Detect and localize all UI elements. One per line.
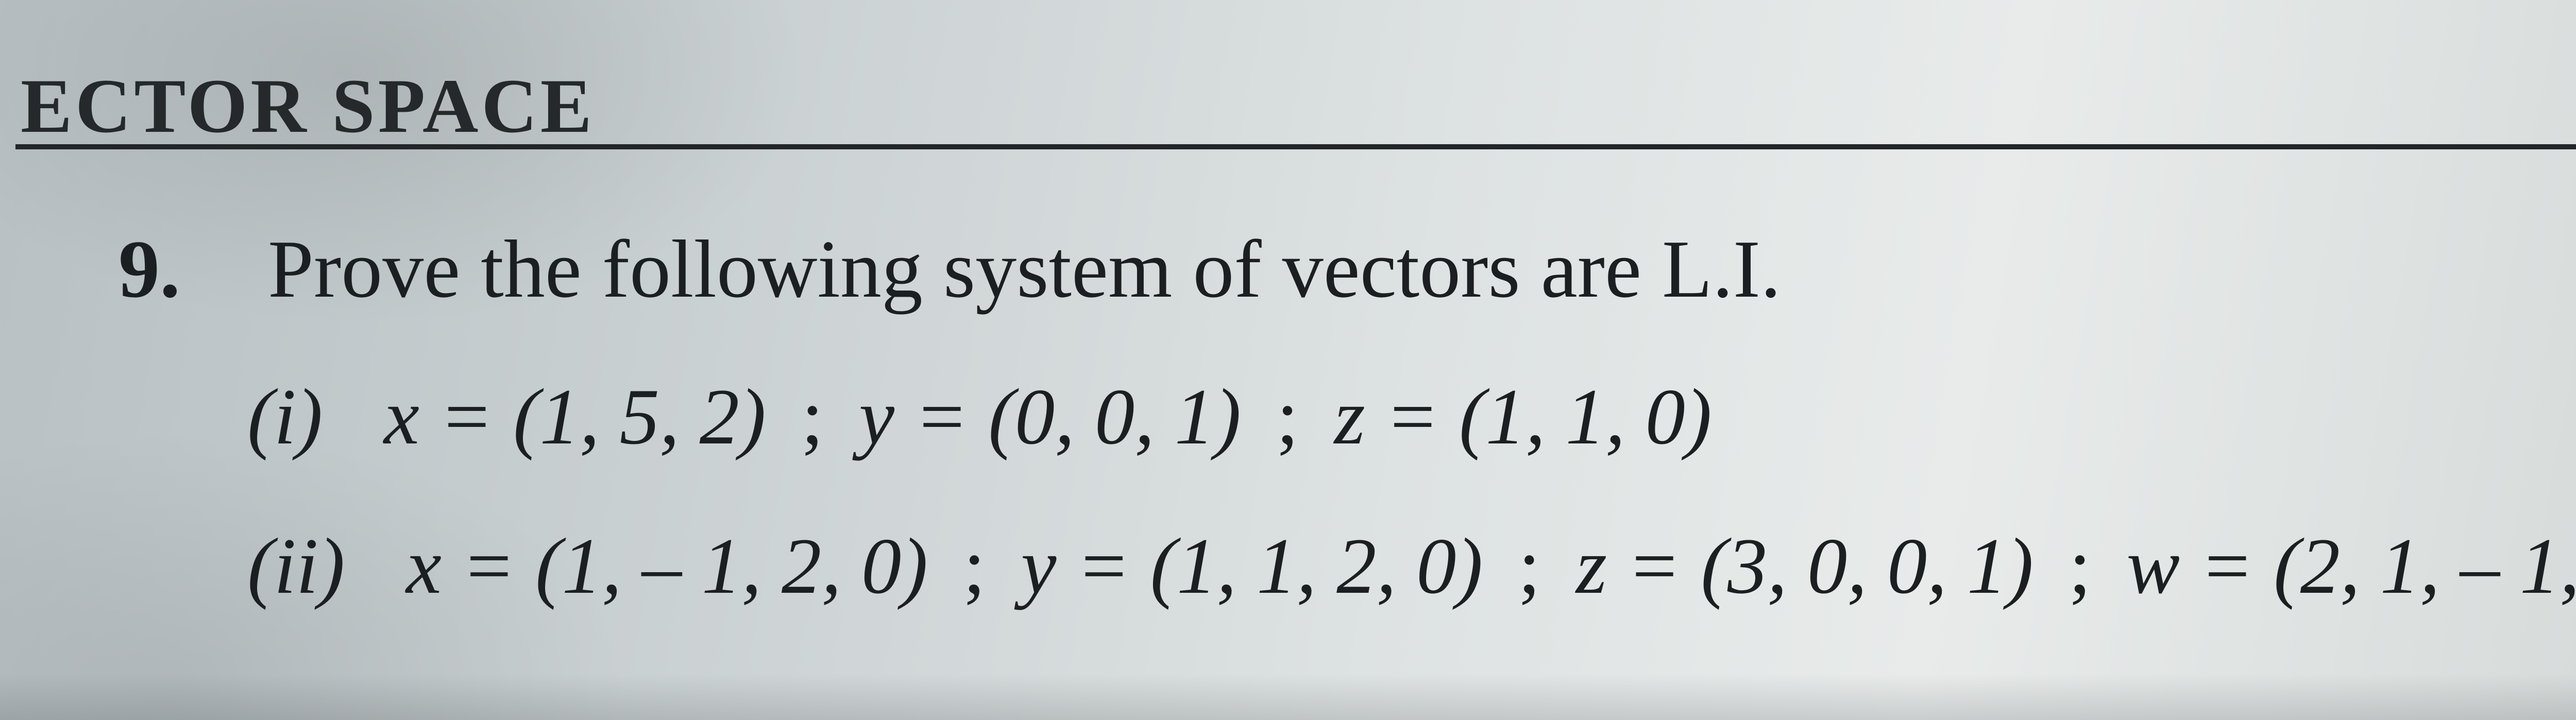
separator: ; <box>2069 522 2091 610</box>
separator: ; <box>1518 522 1540 610</box>
separator: ; <box>1277 372 1299 461</box>
part-ii-x: x = (1, – 1, 2, 0) <box>406 522 928 610</box>
question-part-ii: (ii) x = (1, – 1, 2, 0) ; y = (1, 1, 2, … <box>247 520 2576 612</box>
header-rule <box>15 144 2576 149</box>
part-i-y: y = (0, 0, 1) <box>859 372 1241 461</box>
bottom-edge-shadow <box>0 674 2576 720</box>
chapter-title: ECTOR SPACE <box>21 62 595 150</box>
running-header: ECTOR SPACE 73 <box>0 21 2576 134</box>
question-part-i: (i) x = (1, 5, 2) ; y = (0, 0, 1) ; z = … <box>247 371 1712 463</box>
question-prompt: Prove the following system of vectors ar… <box>268 221 1781 317</box>
part-i-z: z = (1, 1, 0) <box>1334 372 1711 461</box>
part-i-x: x = (1, 5, 2) <box>384 372 766 461</box>
part-ii-y: y = (1, 1, 2, 0) <box>1021 522 1483 610</box>
part-ii-label: (ii) <box>247 522 345 610</box>
part-i-label: (i) <box>247 372 323 461</box>
part-ii-z: z = (3, 0, 0, 1) <box>1576 522 2033 610</box>
separator: ; <box>963 522 986 610</box>
question-number: 9. <box>118 221 180 317</box>
separator: ; <box>801 372 823 461</box>
part-ii-w: w = (2, 1, – 1, 0). <box>2127 522 2576 610</box>
page-root: ECTOR SPACE 73 9. Prove the following sy… <box>0 0 2576 720</box>
